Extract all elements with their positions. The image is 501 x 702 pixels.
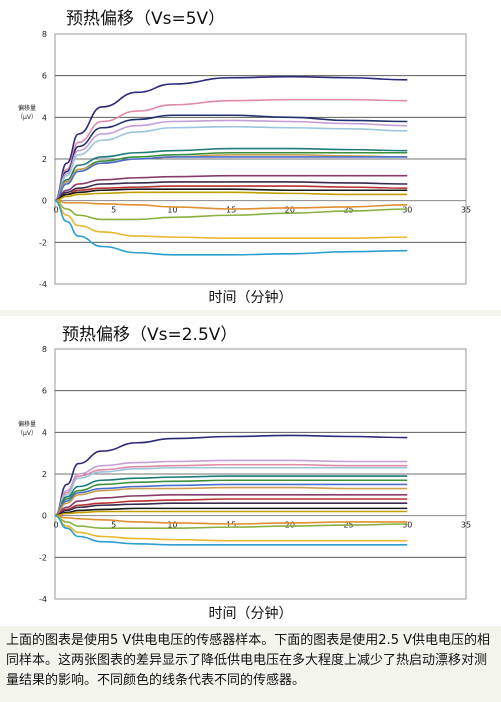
x-axis-label: 时间（分钟） <box>208 606 293 622</box>
x-tick-label: 0 <box>53 521 58 530</box>
x-tick-label: 15 <box>226 206 236 215</box>
y-tick-label: 6 <box>42 72 47 81</box>
chart-panel-bottom: -4 -2 0 2 4 6 8 0 5 10 15 20 25 30 35 预热偏移（Vs=2.5V） 偏移… <box>0 316 501 626</box>
x-tick-label: 35 <box>461 206 471 215</box>
x-tick-label: 35 <box>461 521 471 530</box>
series-line <box>54 494 408 517</box>
series-line <box>54 475 408 517</box>
y-axis-label: 偏移量 （μV） <box>17 105 37 121</box>
y-tick-label: 0 <box>42 512 47 521</box>
x-tick-label: 15 <box>226 521 236 530</box>
series-line <box>54 75 408 202</box>
y-tick-label: 0 <box>42 197 47 206</box>
series-line <box>54 156 408 202</box>
y-tick-label: -2 <box>39 238 47 247</box>
chart-panel-top: -4 -2 0 2 4 6 8 0 5 10 15 20 25 30 35 预热偏移（Vs=5V） 偏移量（… <box>0 0 501 310</box>
y-tick-label: -4 <box>39 280 47 289</box>
series-line <box>54 514 408 546</box>
series-line <box>54 199 408 239</box>
x-tick-label: 10 <box>167 521 177 530</box>
series-line <box>54 147 408 202</box>
series-line <box>54 181 408 202</box>
x-tick-label: 30 <box>402 206 412 215</box>
series-line <box>54 114 408 202</box>
x-tick-label: 10 <box>167 206 177 215</box>
y-tick-label: -4 <box>39 595 47 604</box>
figure-caption: 上面的图表是使用5 V供电电压的传感器样本。下面的图表是使用2.5 V供电电压的… <box>6 633 490 688</box>
y-tick-label: 4 <box>42 428 47 437</box>
series-line <box>54 185 408 202</box>
series-line <box>54 510 408 517</box>
y-tick-label: 8 <box>42 30 47 39</box>
series-line <box>54 434 408 517</box>
chart-title: 预热偏移（Vs=2.5V） <box>62 325 238 345</box>
series-line <box>54 188 408 202</box>
x-tick-label: 20 <box>285 521 295 530</box>
series-line <box>54 514 408 529</box>
x-tick-label: 25 <box>343 206 353 215</box>
chart-title: 预热偏移（Vs=5V） <box>66 9 226 29</box>
x-tick-label: 5 <box>111 521 116 530</box>
y-tick-label: 2 <box>42 470 47 479</box>
series-line <box>54 498 408 517</box>
series-line <box>54 119 408 202</box>
series-line <box>54 199 408 256</box>
y-axis-label: 偏移量 （μV） <box>17 421 37 437</box>
series-line <box>54 514 408 525</box>
series-line <box>54 466 408 517</box>
y-tick-label: 8 <box>42 345 47 354</box>
series-line <box>54 199 408 221</box>
x-tick-label: 5 <box>111 206 116 215</box>
series-line <box>54 486 408 517</box>
series-line <box>54 191 408 202</box>
x-axis-label: 时间（分钟） <box>208 290 293 306</box>
series-line <box>54 514 408 542</box>
y-tick-label: 2 <box>42 155 47 164</box>
series-line <box>54 174 408 202</box>
y-tick-label: 6 <box>42 387 47 396</box>
series-line <box>54 199 408 210</box>
x-tick-label: 20 <box>285 206 295 215</box>
x-tick-label: 0 <box>53 206 58 215</box>
series-line <box>54 507 408 517</box>
y-tick-label: 4 <box>42 113 47 122</box>
series-line <box>54 125 408 202</box>
series-line <box>54 479 408 517</box>
series-line <box>54 483 408 517</box>
x-tick-label: 30 <box>402 521 412 530</box>
y-tick-label: -2 <box>39 553 47 562</box>
chart-top: -4 -2 0 2 4 6 8 0 5 10 15 20 25 30 35 <box>39 30 471 289</box>
series-line <box>54 502 408 517</box>
